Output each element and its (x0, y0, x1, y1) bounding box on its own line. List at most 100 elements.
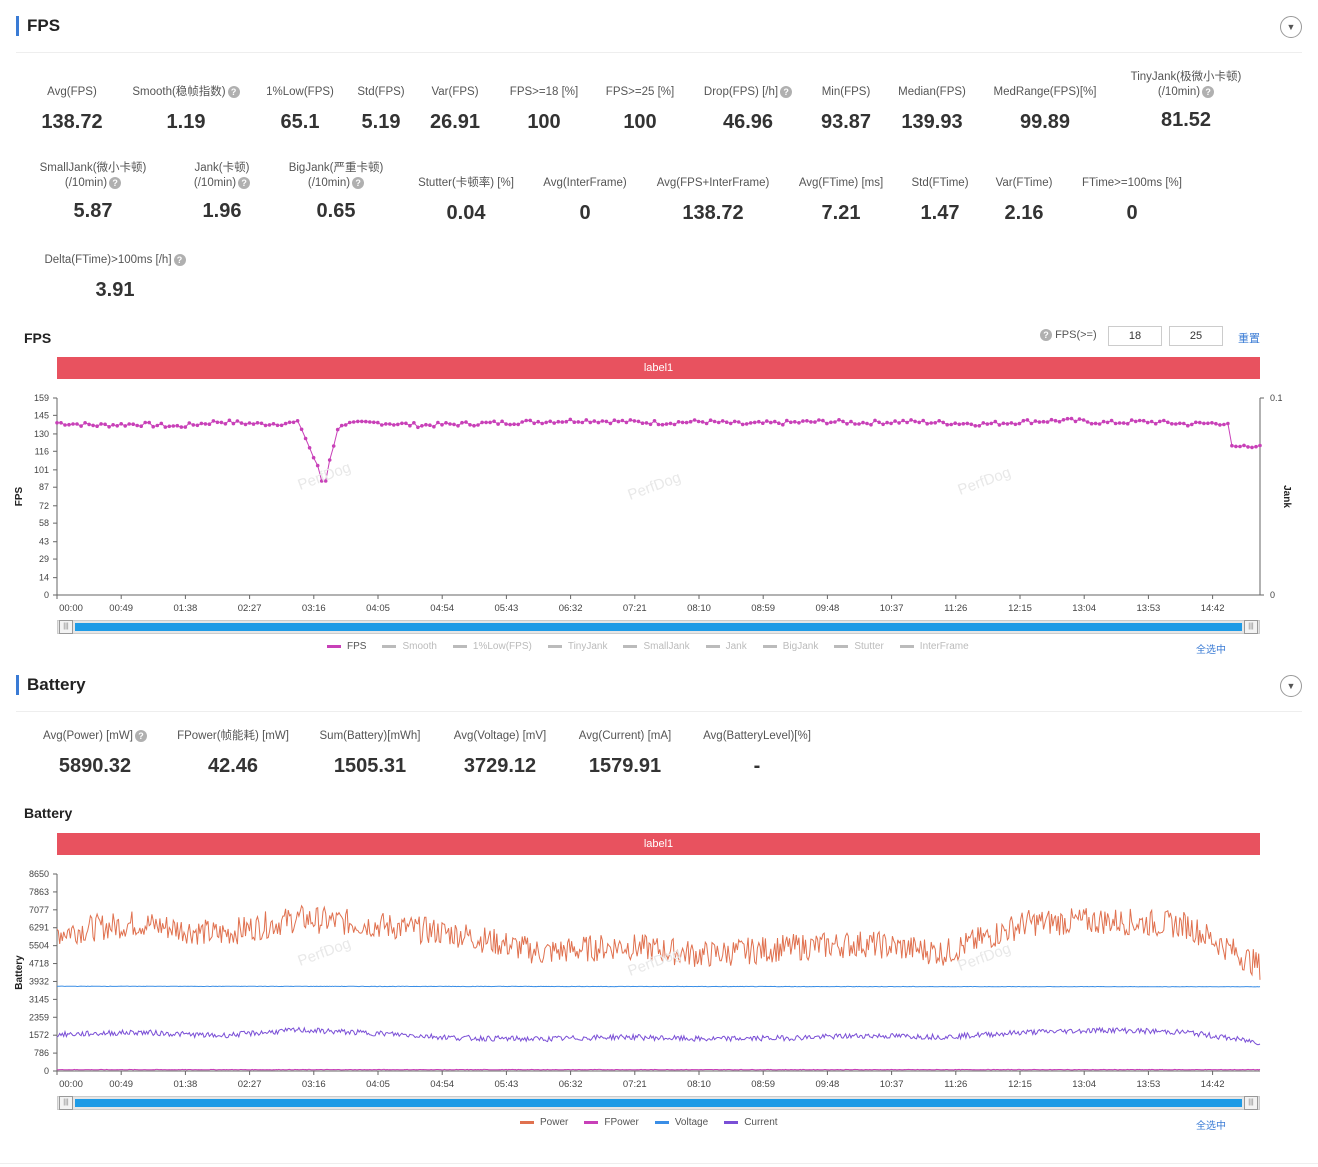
series-point (400, 421, 404, 426)
help-icon[interactable]: ? (227, 85, 240, 98)
metric-card: Min(FPS) 93.87 (766, 85, 926, 134)
x-tick-label: 12:15 (1008, 1079, 1032, 1090)
fps-threshold-input-1[interactable]: 18 (1108, 326, 1162, 346)
series-point (917, 420, 921, 425)
y-tick-label: 43 (39, 537, 49, 547)
series-point (660, 422, 665, 427)
metric-label-text: Avg(FTime) [ms] (798, 177, 884, 189)
metric-card: Jank(卡顿) (/10min)? 1.96 (142, 161, 302, 223)
fps-slider-right-handle[interactable]: ||| (1244, 620, 1258, 634)
series-point (957, 422, 962, 427)
metric-card: FPower(帧能耗) [mW] 42.46 (153, 729, 313, 778)
legend-item[interactable]: Jank (705, 641, 747, 652)
y-tick-label: 29 (39, 554, 49, 564)
x-tick-label: 11:26 (944, 603, 967, 614)
battery-select-all-link[interactable]: 全选中 (1196, 1121, 1226, 1132)
series-point (231, 421, 236, 426)
battery-chart[interactable]: 0 786 1572 2359 3145 3932 4718 5504 6291 7077 7863… (0, 856, 1318, 1096)
metric-card: Avg(InterFrame) 0 (505, 176, 665, 225)
series-point (356, 419, 360, 424)
metric-label-unit: (/10min) (307, 177, 351, 189)
help-icon[interactable]: ? (1040, 329, 1052, 342)
battery-label-band: label1 (57, 833, 1260, 855)
legend-item[interactable]: SmallJank (623, 641, 690, 652)
battery-slider-right-handle[interactable]: ||| (1244, 1096, 1258, 1110)
legend-item[interactable]: Stutter (834, 641, 884, 652)
series-point (1009, 421, 1014, 425)
battery-slider-left-handle[interactable]: ||| (59, 1096, 73, 1110)
legend-item[interactable]: Smooth (382, 641, 437, 652)
x-tick-label: 08:59 (751, 603, 775, 614)
metric-label: Sum(Battery)[mWh] (290, 729, 450, 744)
y-tick-label: 3145 (29, 994, 49, 1004)
series-point (588, 420, 593, 425)
metric-card: Var(FPS) 26.91 (375, 85, 535, 134)
series-point (436, 420, 440, 425)
help-icon[interactable]: ? (134, 729, 147, 742)
legend-item[interactable]: BigJank (762, 641, 819, 652)
legend-item[interactable]: FPower (584, 1117, 639, 1128)
series-point (1218, 423, 1222, 427)
legend-item[interactable]: TinyJank (547, 641, 607, 652)
x-tick-label: 10:37 (880, 1079, 904, 1090)
metric-label: Stutter(卡顿率) [%] (386, 176, 546, 191)
help-icon[interactable]: ? (352, 176, 365, 189)
legend-item[interactable]: Power (520, 1117, 568, 1128)
series-point (652, 419, 657, 423)
series-point (444, 421, 448, 425)
series-point (913, 419, 917, 424)
legend-item[interactable]: Current (724, 1117, 778, 1128)
legend-label: BigJank (782, 641, 819, 652)
metric-label-text: Median(FPS) (898, 86, 966, 98)
legend-label: SmallJank (643, 641, 690, 652)
legend-swatch (834, 644, 849, 648)
series-point (408, 423, 412, 428)
x-tick-label: 06:32 (559, 603, 583, 614)
series-point (271, 422, 276, 426)
y-tick-label: 786 (34, 1048, 49, 1058)
series-point (404, 421, 408, 426)
x-tick-label: 07:21 (623, 603, 647, 614)
battery-collapse-icon[interactable]: ▼ (1280, 675, 1302, 697)
series-point (183, 425, 188, 429)
series-point (143, 420, 147, 425)
fps-collapse-icon[interactable]: ▼ (1280, 16, 1302, 38)
metric-label: TinyJank(极微小卡顿) (/10min)? (1106, 70, 1266, 100)
fps-chart[interactable]: 0 14 29 43 58 72 87 101 116 130 145 159 0 0.1 00:00 00:… (0, 380, 1318, 620)
legend-item[interactable]: Voltage (654, 1117, 708, 1128)
series-point (905, 420, 909, 425)
fps-select-all-link[interactable]: 全选中 (1196, 645, 1226, 656)
metric-value: 42.46 (207, 755, 259, 777)
series-point (1174, 422, 1178, 426)
series-point (123, 424, 127, 428)
series-point (1097, 422, 1102, 426)
legend-item[interactable]: 1%Low(FPS) (452, 641, 532, 652)
fps-threshold-input-2[interactable]: 25 (1169, 326, 1223, 346)
series-point (127, 422, 131, 426)
fps-slider-left-handle[interactable]: ||| (59, 620, 73, 634)
metric-card: FPS>=18 [%] 100 (464, 85, 624, 134)
x-tick-label: 10:37 (880, 603, 904, 614)
metric-label: Avg(Voltage) [mV] (420, 729, 580, 744)
legend-item[interactable]: InterFrame (899, 641, 969, 652)
help-icon[interactable]: ? (173, 253, 186, 266)
help-icon[interactable]: ? (238, 176, 251, 189)
series-point (1254, 444, 1258, 449)
series-point (311, 455, 316, 460)
metric-card: Std(FTime) 1.47 (860, 176, 1020, 225)
series-point (219, 420, 224, 425)
fps-zoom-range[interactable] (75, 623, 1242, 631)
x-tick-label: 08:10 (687, 603, 711, 614)
series-point (628, 418, 633, 422)
series-point (1210, 421, 1214, 425)
help-icon[interactable]: ? (1202, 85, 1215, 98)
legend-item[interactable]: FPS (327, 641, 366, 652)
metric-label-text: Avg(BatteryLevel)[%] (703, 730, 811, 742)
reset-button[interactable]: 重置 (1238, 333, 1260, 345)
help-icon[interactable]: ? (780, 85, 793, 98)
series-line (57, 1068, 1261, 1071)
series-point (135, 423, 139, 428)
battery-zoom-range[interactable] (75, 1099, 1242, 1107)
help-icon[interactable]: ? (109, 176, 122, 189)
series-point (468, 423, 472, 427)
